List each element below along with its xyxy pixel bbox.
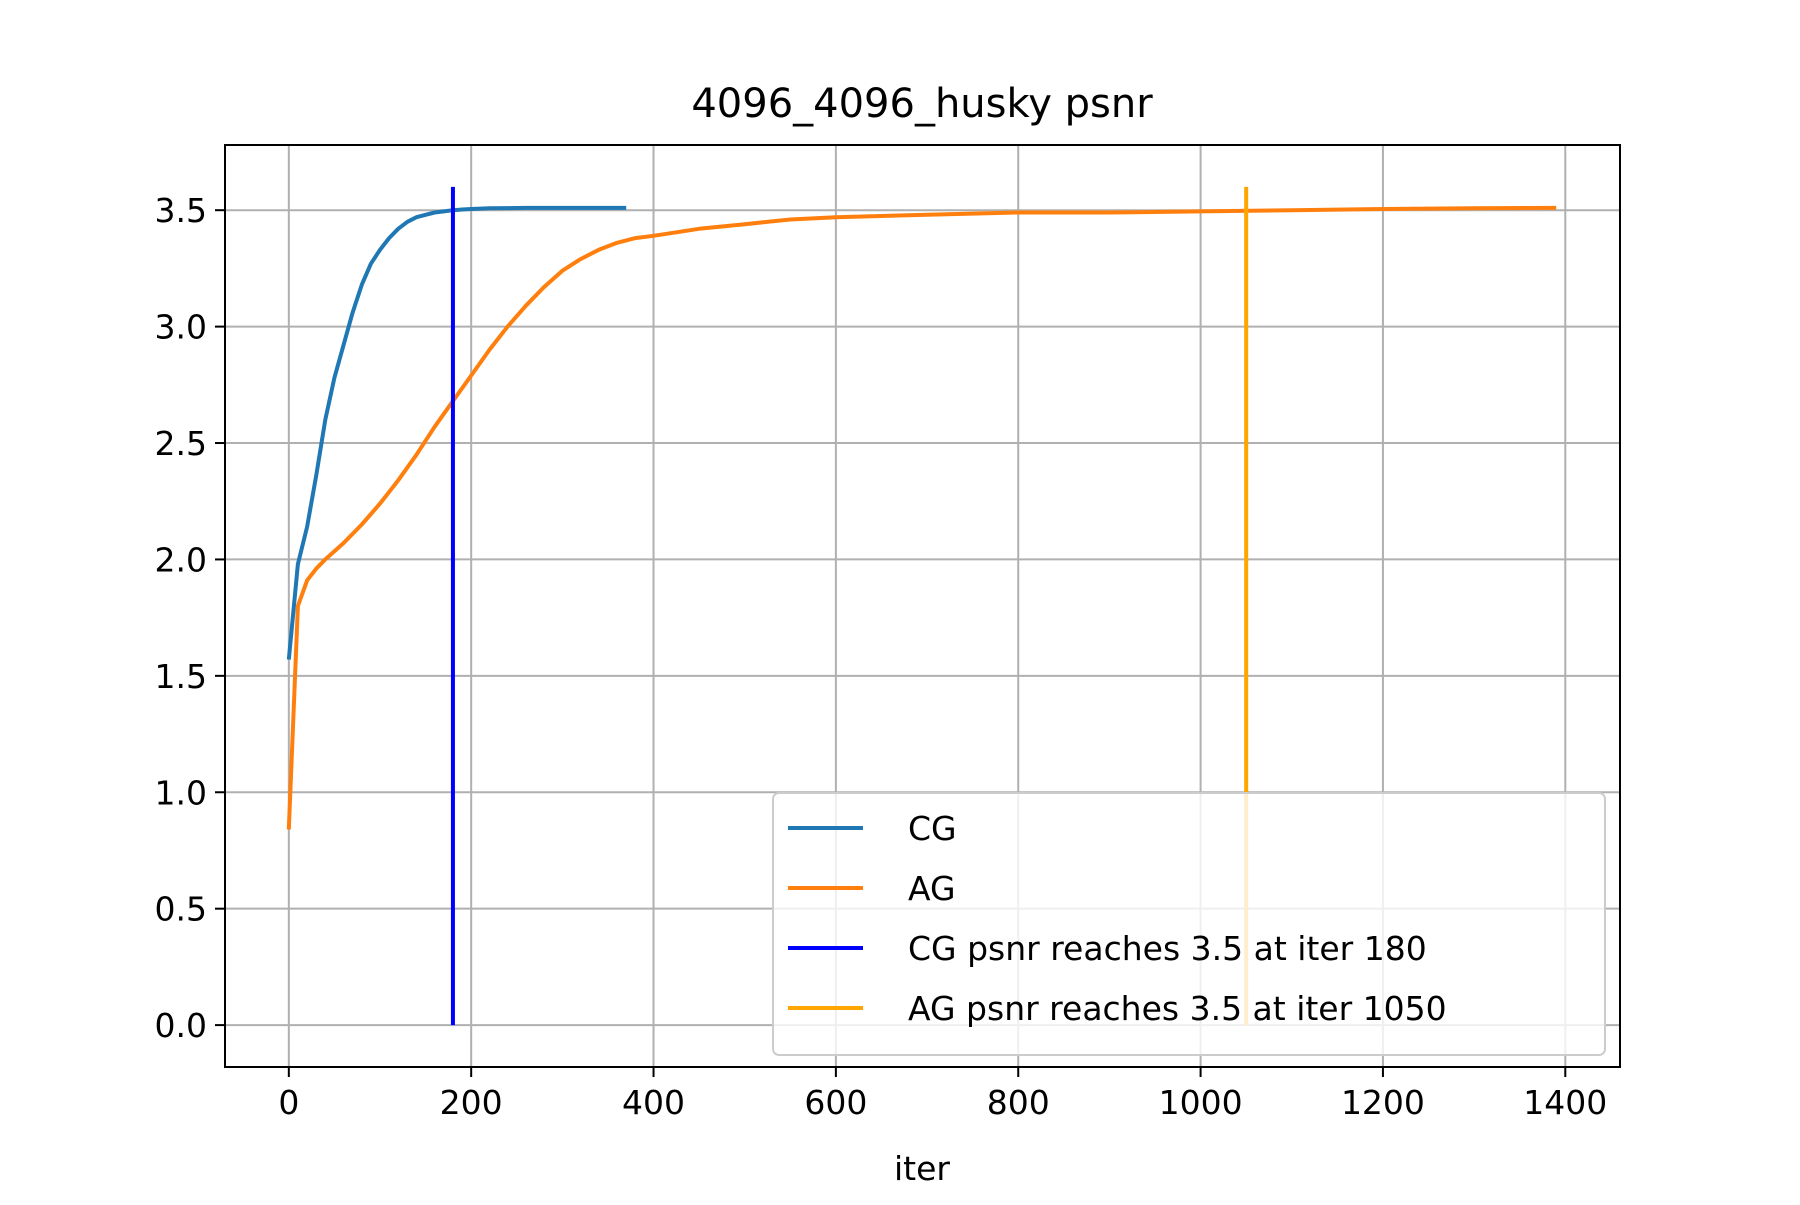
plot-frame [224,144,1621,1068]
y-tick-label: 1.5 [155,657,207,696]
y-tick-label: 2.5 [155,424,207,463]
y-tick-label: 2.0 [155,540,207,579]
x-tick-label: 0 [278,1083,299,1122]
legend-box [772,792,1606,1056]
legend-label: CG [908,809,957,848]
x-tick-label: 800 [987,1083,1050,1122]
legend-label: CG psnr reaches 3.5 at iter 180 [908,929,1427,968]
y-tick-label: 0.0 [155,1006,207,1045]
y-tick-label: 0.5 [155,890,207,929]
series-line-cg [286,205,627,660]
x-tick-label: 200 [440,1083,503,1122]
legend: CG AG CG psnr reaches 3.5 at iter 180 AG ps… [772,792,1606,1056]
x-tick-label: 600 [804,1083,867,1122]
legend-label: AG psnr reaches 3.5 at iter 1050 [908,989,1447,1028]
x-tick-label: 1200 [1341,1083,1425,1122]
chart-title: 4096_4096_husky psnr [691,81,1153,127]
y-tick-label: 3.0 [155,308,207,347]
y-tick-label: 1.0 [155,773,207,812]
x-tick-label: 400 [622,1083,685,1122]
y-tick-label: 3.5 [155,191,207,230]
series-line-ag [286,205,1557,830]
x-tick-label: 1000 [1159,1083,1243,1122]
ticks: 0 200 400 600 800 1000 1200 1400 0.0 0.5 1.0 1.5 2.0… [155,191,1608,1122]
legend-label: AG [908,869,956,908]
x-axis-label: iter [894,1149,950,1188]
x-tick-label: 1400 [1523,1083,1607,1122]
